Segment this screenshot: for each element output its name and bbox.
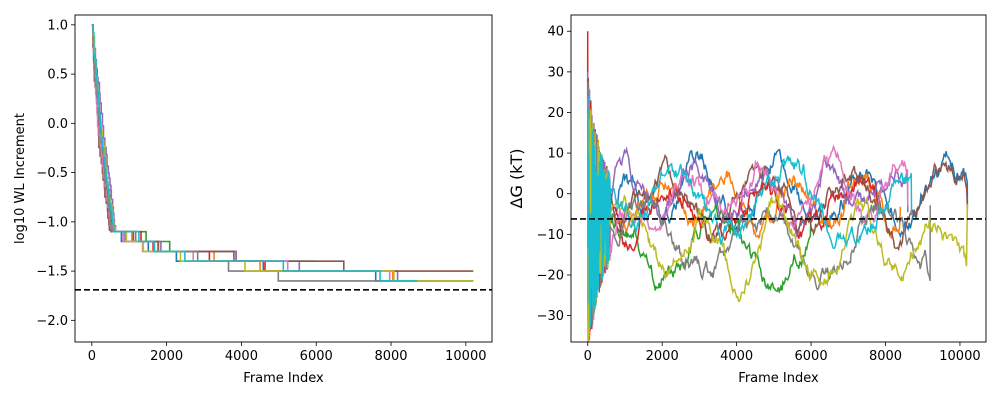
series-group: [91, 24, 474, 282]
x-tick-label: 4000: [225, 349, 258, 364]
x-axis-label: Frame Index: [738, 371, 819, 386]
series-line: [586, 96, 913, 329]
y-tick-label: 0.5: [47, 68, 68, 83]
plot-frame: [74, 14, 493, 343]
x-tick-label: 6000: [300, 349, 333, 364]
y-tick-label: −1.5: [36, 265, 68, 280]
x-tick-label: 10000: [445, 349, 486, 364]
y-tick-label: 20: [547, 106, 564, 121]
x-tick-label: 0: [88, 349, 96, 364]
y-tick-label: 0: [556, 187, 564, 202]
y-tick-label: 40: [547, 25, 564, 40]
series-line: [586, 31, 879, 342]
y-axis-label: ΔG (kT): [507, 149, 526, 209]
series-line: [91, 24, 474, 272]
y-tick-label: −20: [537, 268, 564, 283]
x-tick-label: 10000: [939, 349, 980, 364]
series-group: [586, 31, 969, 342]
series-line: [91, 24, 418, 282]
y-tick-label: −30: [537, 309, 564, 324]
series-line: [586, 81, 931, 326]
x-tick-label: 6000: [795, 349, 828, 364]
y-axis-label: log10 WL Increment: [13, 113, 28, 244]
y-tick-label: 10: [547, 147, 564, 162]
right-panel-delta-g: 0 2000 4000 6000 8000 10000 40 30 20 10 0 −10 −20 −30…: [507, 14, 987, 386]
x-tick-label: 0: [584, 349, 592, 364]
series-line: [91, 24, 474, 282]
plot-frame: [570, 14, 987, 343]
y-tick-label: −2.0: [36, 314, 68, 329]
series-line: [91, 24, 406, 282]
x-tick-label: 8000: [869, 349, 902, 364]
left-panel-wl-increment: 0 2000 4000 6000 8000 10000 1.0 0.5 0.0 −0.5 −1.0 −…: [13, 14, 493, 386]
y-tick-label: −1.0: [36, 215, 68, 230]
series-line: [586, 63, 969, 310]
x-tick-label: 2000: [646, 349, 679, 364]
x-tick-label: 2000: [150, 349, 183, 364]
series-line: [91, 24, 414, 282]
x-tick-label: 4000: [720, 349, 753, 364]
y-tick-label: 30: [547, 65, 564, 80]
y-tick-label: −10: [537, 228, 564, 243]
y-tick-label: 0.0: [47, 117, 68, 132]
series-line: [91, 24, 317, 262]
x-axis-label: Frame Index: [243, 371, 324, 386]
series-line: [91, 24, 436, 282]
y-tick-label: −0.5: [36, 166, 68, 181]
x-tick-label: 8000: [374, 349, 407, 364]
y-tick-label: 1.0: [47, 18, 68, 33]
series-line: [91, 24, 414, 282]
